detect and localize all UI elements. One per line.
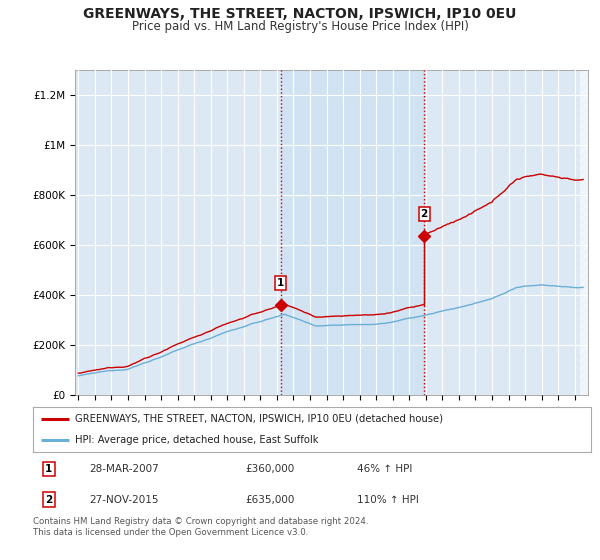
Text: 2: 2: [45, 494, 52, 505]
Text: £635,000: £635,000: [245, 494, 295, 505]
Text: 110% ↑ HPI: 110% ↑ HPI: [356, 494, 419, 505]
Text: HPI: Average price, detached house, East Suffolk: HPI: Average price, detached house, East…: [75, 435, 319, 445]
Text: GREENWAYS, THE STREET, NACTON, IPSWICH, IP10 0EU: GREENWAYS, THE STREET, NACTON, IPSWICH, …: [83, 7, 517, 21]
Text: Contains HM Land Registry data © Crown copyright and database right 2024.
This d: Contains HM Land Registry data © Crown c…: [33, 517, 368, 537]
Bar: [580, 70, 596, 395]
Text: GREENWAYS, THE STREET, NACTON, IPSWICH, IP10 0EU (detached house): GREENWAYS, THE STREET, NACTON, IPSWICH, …: [75, 414, 443, 424]
Text: 2: 2: [421, 209, 428, 219]
Text: 1: 1: [45, 464, 52, 474]
Text: £360,000: £360,000: [245, 464, 294, 474]
Text: 27-NOV-2015: 27-NOV-2015: [89, 494, 158, 505]
Bar: [281, 70, 424, 395]
Text: 1: 1: [277, 278, 284, 288]
Text: Price paid vs. HM Land Registry's House Price Index (HPI): Price paid vs. HM Land Registry's House …: [131, 20, 469, 33]
Text: 28-MAR-2007: 28-MAR-2007: [89, 464, 158, 474]
Text: 46% ↑ HPI: 46% ↑ HPI: [356, 464, 412, 474]
